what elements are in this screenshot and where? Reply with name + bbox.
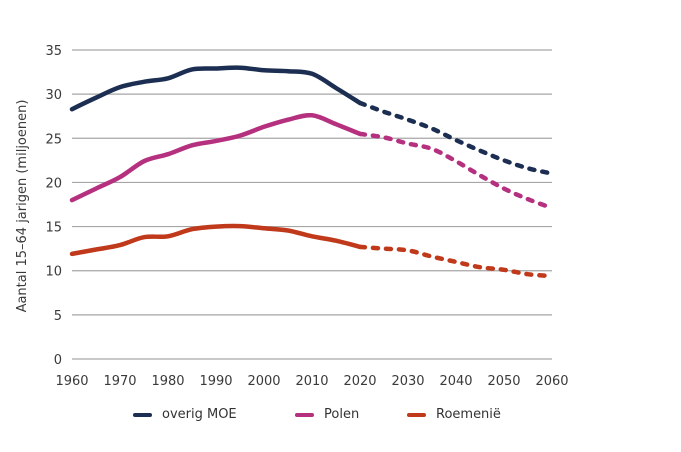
- legend: overig MOE Polen Roemenië: [0, 407, 681, 429]
- legend-item-polen: Polen: [295, 407, 359, 422]
- series-lines: [69, 65, 555, 279]
- y-axis-label: Aantal 15–64 jarigen (miljoenen): [15, 100, 30, 313]
- x-tick-label: 1960: [55, 374, 88, 389]
- x-tick-label: 2040: [439, 374, 472, 389]
- series-line-roemenie-projection: [357, 244, 555, 279]
- series-line-overig-moe-projection: [357, 100, 555, 176]
- x-tick-label: 1990: [199, 374, 232, 389]
- x-tick-label: 2010: [295, 374, 328, 389]
- legend-label: Roemenië: [436, 407, 501, 422]
- x-tick-label: 1980: [151, 374, 184, 389]
- gridlines: [72, 49, 552, 360]
- legend-label: Polen: [324, 407, 360, 422]
- x-tick-label: 2030: [391, 374, 424, 389]
- series-line-roemenie-historical: [69, 223, 363, 257]
- y-axis-ticks: 0 5 10 15 20 25 30 35: [45, 44, 62, 368]
- y-tick-label: 0: [54, 353, 62, 368]
- y-tick-label: 25: [45, 132, 62, 147]
- legend-item-overig-moe: overig MOE: [133, 407, 237, 422]
- y-tick-label: 5: [54, 309, 62, 324]
- y-tick-label: 20: [45, 176, 62, 191]
- x-tick-label: 2000: [247, 374, 280, 389]
- legend-item-roemenie: Roemenië: [407, 407, 501, 422]
- x-axis-ticks: 1960 1970 1980 1990 2000 2010 2020 2030 2040 2050…: [55, 374, 568, 389]
- y-tick-label: 10: [45, 265, 62, 280]
- legend-swatch-polen: [295, 412, 314, 417]
- y-tick-label: 15: [45, 221, 62, 236]
- legend-swatch-overig-moe: [133, 412, 152, 417]
- y-tick-label: 35: [45, 44, 62, 59]
- series-line-polen-projection: [357, 131, 555, 211]
- series-line-overig-moe-historical: [69, 65, 363, 112]
- x-tick-label: 2060: [535, 374, 568, 389]
- x-tick-label: 2020: [343, 374, 376, 389]
- y-tick-label: 30: [45, 88, 62, 103]
- x-tick-label: 1970: [103, 374, 136, 389]
- legend-label: overig MOE: [162, 407, 237, 422]
- x-tick-label: 2050: [487, 374, 520, 389]
- legend-swatch-roemenie: [407, 412, 426, 417]
- series-line-polen-historical: [69, 112, 363, 203]
